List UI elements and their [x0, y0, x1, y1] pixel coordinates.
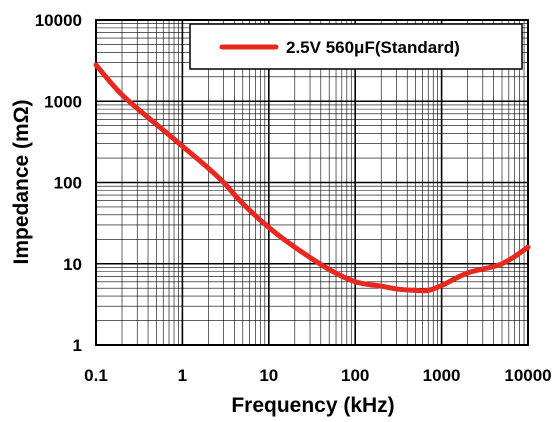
- legend: 2.5V 560μF(Standard): [189, 23, 523, 70]
- x-tick-label: 100: [341, 366, 369, 385]
- legend-label: 2.5V 560μF(Standard): [286, 38, 460, 57]
- y-axis-title: Impedance (mΩ): [10, 99, 33, 264]
- x-tick-label: 10: [259, 366, 278, 385]
- grid-major: [96, 20, 528, 345]
- y-tick-labels: 1 10 100 1000 10000: [35, 11, 82, 355]
- x-tick-label: 10000: [504, 366, 551, 385]
- x-tick-label: 1: [178, 366, 187, 385]
- x-tick-labels: 0.1 1 10 100 1000 10000: [84, 366, 551, 385]
- y-tick-label: 1000: [44, 92, 82, 111]
- x-tick-label: 0.1: [84, 366, 108, 385]
- y-tick-label: 1: [73, 336, 82, 355]
- y-tick-label: 100: [54, 174, 82, 193]
- x-axis-title: Frequency (kHz): [231, 394, 394, 417]
- plot-frame: [95, 19, 529, 346]
- y-tick-label: 10000: [35, 11, 82, 30]
- x-tick-label: 1000: [423, 366, 461, 385]
- y-tick-label: 10: [63, 255, 82, 274]
- impedance-line: [93, 62, 531, 294]
